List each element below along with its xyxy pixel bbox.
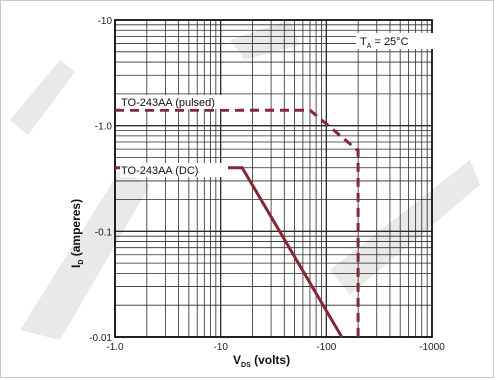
condition-label: TA = 25°C [360, 36, 409, 50]
x-axis-sub: DS [241, 362, 251, 369]
x-axis-rest: (volts) [251, 353, 290, 367]
y-tick-label: -10 [98, 16, 113, 27]
x-tick-label: -1.0 [106, 342, 124, 353]
y-tick-label: -1.0 [95, 122, 113, 133]
condition-sub: A [367, 43, 372, 50]
series-label-pulsed: TO-243AA (pulsed) [121, 97, 215, 109]
plot-border [114, 19, 433, 338]
condition-bg [356, 33, 436, 49]
series-line-dc [115, 166, 344, 338]
y-axis-sub: D [78, 260, 85, 265]
y-tick-label: -0.1 [95, 227, 113, 238]
tick-labels: -1.0 -10 -100 -1000 -10 -1.0 -0.1 -0.01 [89, 16, 445, 353]
grid [114, 19, 433, 338]
y-axis-main: I [69, 265, 83, 268]
series-label-dc: TO-243AA (DC) [121, 165, 198, 177]
condition-main: T [360, 36, 367, 48]
x-tick-label: -1000 [419, 342, 445, 353]
pulsed-label-bg [120, 95, 238, 109]
x-tick-label: -100 [316, 342, 336, 353]
y-axis-title: ID (amperes) [69, 199, 85, 268]
y-axis-rest: (amperes) [69, 199, 83, 260]
condition-rest: = 25°C [371, 36, 408, 48]
x-axis-main: V [233, 353, 241, 367]
watermark [10, 20, 480, 340]
x-tick-label: -10 [213, 342, 228, 353]
dc-label-bg [120, 163, 228, 177]
y-tick-label: -0.01 [89, 333, 112, 344]
series-line-pulsed [115, 108, 360, 337]
x-axis-title: VDS (volts) [233, 353, 290, 369]
